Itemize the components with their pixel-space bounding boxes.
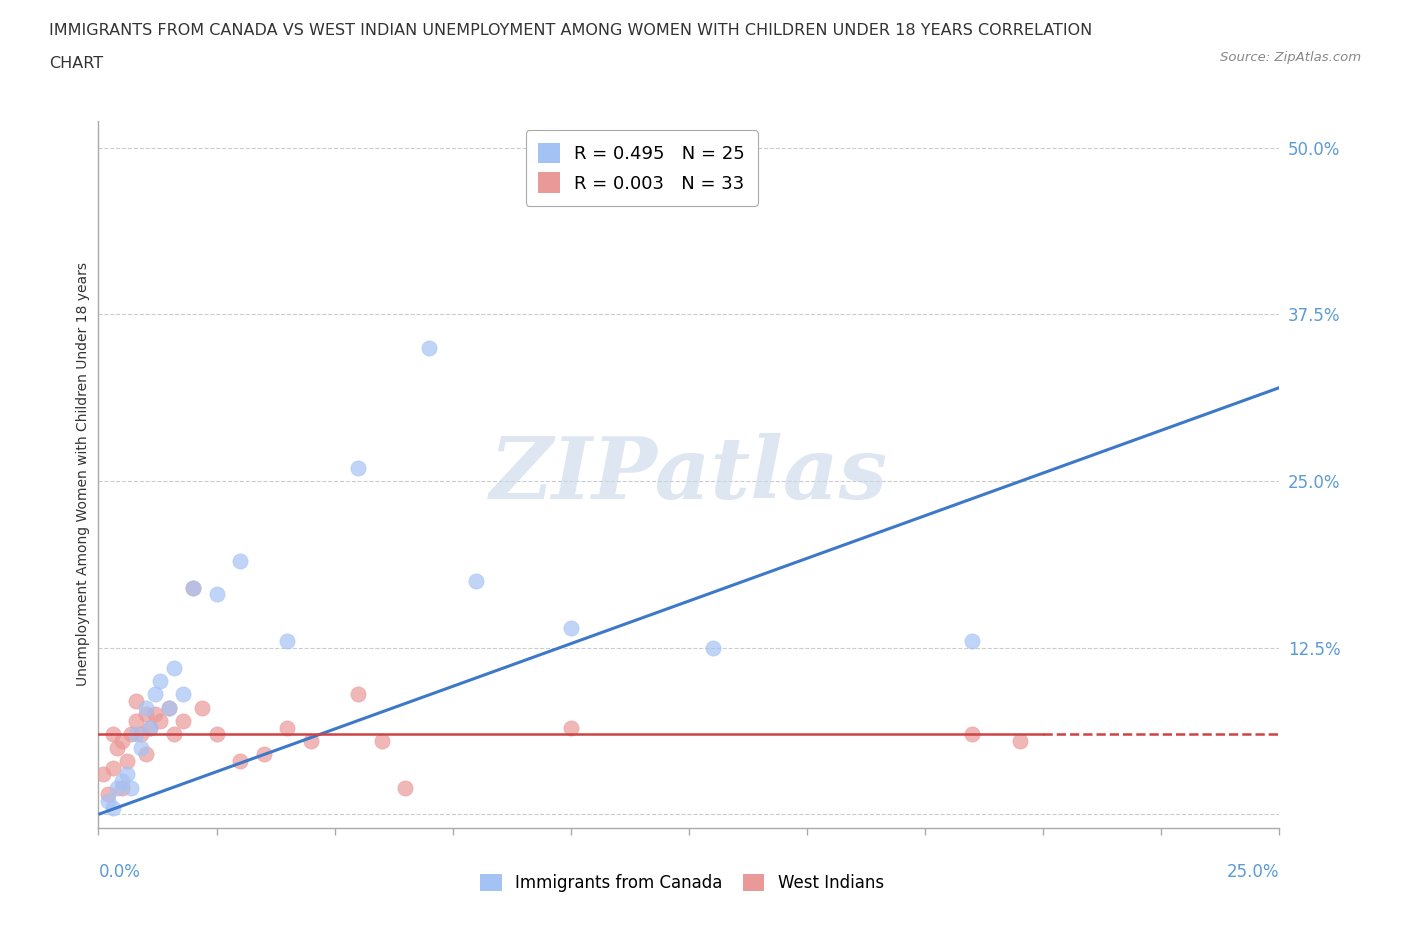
Point bbox=[560, 620, 582, 635]
Point bbox=[143, 687, 166, 702]
Point bbox=[105, 780, 128, 795]
Point bbox=[125, 727, 148, 742]
Legend: R = 0.495   N = 25, R = 0.003   N = 33: R = 0.495 N = 25, R = 0.003 N = 33 bbox=[526, 130, 758, 206]
Point bbox=[205, 727, 228, 742]
Point bbox=[125, 713, 148, 728]
Text: IMMIGRANTS FROM CANADA VS WEST INDIAN UNEMPLOYMENT AMONG WOMEN WITH CHILDREN UND: IMMIGRANTS FROM CANADA VS WEST INDIAN UN… bbox=[49, 23, 1092, 38]
Point bbox=[139, 720, 162, 735]
Text: ZIPatlas: ZIPatlas bbox=[489, 432, 889, 516]
Point bbox=[111, 780, 134, 795]
Point bbox=[299, 734, 322, 749]
Point bbox=[253, 747, 276, 762]
Point bbox=[163, 727, 186, 742]
Point bbox=[125, 694, 148, 709]
Point bbox=[702, 640, 724, 655]
Point bbox=[105, 740, 128, 755]
Point bbox=[135, 707, 157, 722]
Text: 0.0%: 0.0% bbox=[98, 863, 141, 881]
Point bbox=[101, 727, 124, 742]
Point bbox=[135, 700, 157, 715]
Point bbox=[229, 753, 252, 768]
Point bbox=[181, 580, 204, 595]
Point bbox=[111, 774, 134, 789]
Point bbox=[1008, 734, 1031, 749]
Point bbox=[115, 753, 138, 768]
Point bbox=[91, 767, 114, 782]
Point bbox=[101, 800, 124, 815]
Point bbox=[560, 720, 582, 735]
Legend: Immigrants from Canada, West Indians: Immigrants from Canada, West Indians bbox=[474, 867, 890, 898]
Point bbox=[962, 633, 984, 648]
Point bbox=[157, 700, 180, 715]
Point bbox=[276, 720, 298, 735]
Point bbox=[97, 787, 120, 802]
Point bbox=[143, 707, 166, 722]
Point bbox=[157, 700, 180, 715]
Point bbox=[465, 574, 488, 589]
Point bbox=[347, 460, 370, 475]
Point bbox=[172, 687, 194, 702]
Point bbox=[181, 580, 204, 595]
Point bbox=[129, 740, 152, 755]
Point bbox=[121, 780, 143, 795]
Point bbox=[394, 780, 416, 795]
Point bbox=[172, 713, 194, 728]
Text: Source: ZipAtlas.com: Source: ZipAtlas.com bbox=[1220, 51, 1361, 64]
Point bbox=[149, 673, 172, 688]
Point bbox=[229, 553, 252, 568]
Point bbox=[135, 747, 157, 762]
Point bbox=[115, 767, 138, 782]
Point bbox=[191, 700, 214, 715]
Point bbox=[149, 713, 172, 728]
Point bbox=[347, 687, 370, 702]
Point bbox=[101, 760, 124, 775]
Text: 25.0%: 25.0% bbox=[1227, 863, 1279, 881]
Y-axis label: Unemployment Among Women with Children Under 18 years: Unemployment Among Women with Children U… bbox=[76, 262, 90, 686]
Text: CHART: CHART bbox=[49, 56, 103, 71]
Point bbox=[371, 734, 394, 749]
Point bbox=[139, 720, 162, 735]
Point bbox=[97, 793, 120, 808]
Point bbox=[111, 734, 134, 749]
Point bbox=[962, 727, 984, 742]
Point bbox=[205, 587, 228, 602]
Point bbox=[163, 660, 186, 675]
Point bbox=[121, 727, 143, 742]
Point bbox=[418, 340, 440, 355]
Point bbox=[129, 727, 152, 742]
Point bbox=[276, 633, 298, 648]
